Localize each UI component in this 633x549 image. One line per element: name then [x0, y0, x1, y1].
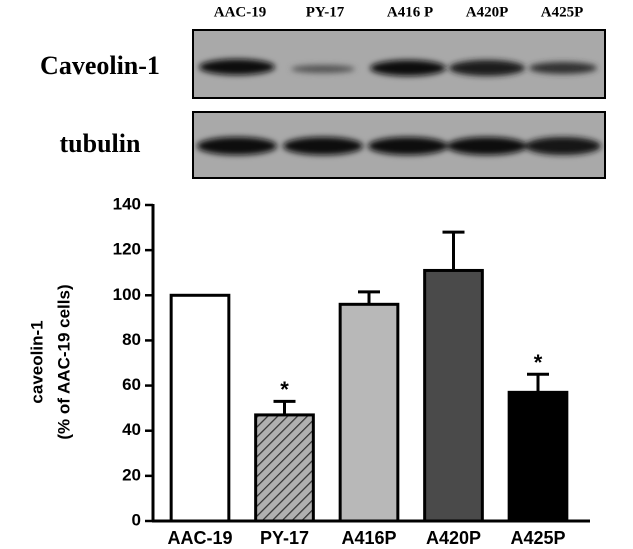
lane-label: A420P — [466, 4, 509, 20]
y-axis-title: caveolin-1 — [27, 320, 46, 403]
x-tick-label: A425P — [510, 528, 565, 548]
x-tick-label: A420P — [426, 528, 481, 548]
blot: Caveolin-1 tubulin — [40, 29, 606, 179]
bar — [254, 413, 315, 523]
y-axis-title: (% of AAC-19 cells) — [54, 284, 73, 439]
y-tick-label: 100 — [113, 285, 141, 304]
x-tick-label: PY-17 — [260, 528, 309, 548]
bar — [507, 390, 569, 523]
y-tick-label: 20 — [122, 465, 141, 484]
y-tick-label: 80 — [122, 330, 141, 349]
blot-row-label: Caveolin-1 — [40, 51, 160, 80]
bar — [423, 268, 484, 523]
lane-label: AAC-19 — [214, 4, 267, 20]
blot-row-label: tubulin — [60, 129, 141, 158]
significance-marker: * — [280, 377, 289, 402]
lane-label: A425P — [541, 4, 584, 20]
x-tick-label: A416P — [341, 528, 396, 548]
bar — [169, 293, 231, 523]
lane-label: A416 P — [387, 4, 433, 20]
y-tick-label: 60 — [122, 375, 141, 394]
bands — [199, 59, 597, 76]
bands — [197, 137, 601, 155]
y-tick-label: 0 — [132, 510, 141, 529]
lane-label: PY-17 — [306, 4, 345, 20]
x-tick-label: AAC-19 — [167, 528, 232, 548]
y-tick-label: 140 — [113, 194, 141, 213]
significance-marker: * — [534, 350, 543, 375]
bar — [338, 302, 400, 523]
y-tick-label: 40 — [122, 420, 141, 439]
y-tick-label: 120 — [113, 240, 141, 259]
